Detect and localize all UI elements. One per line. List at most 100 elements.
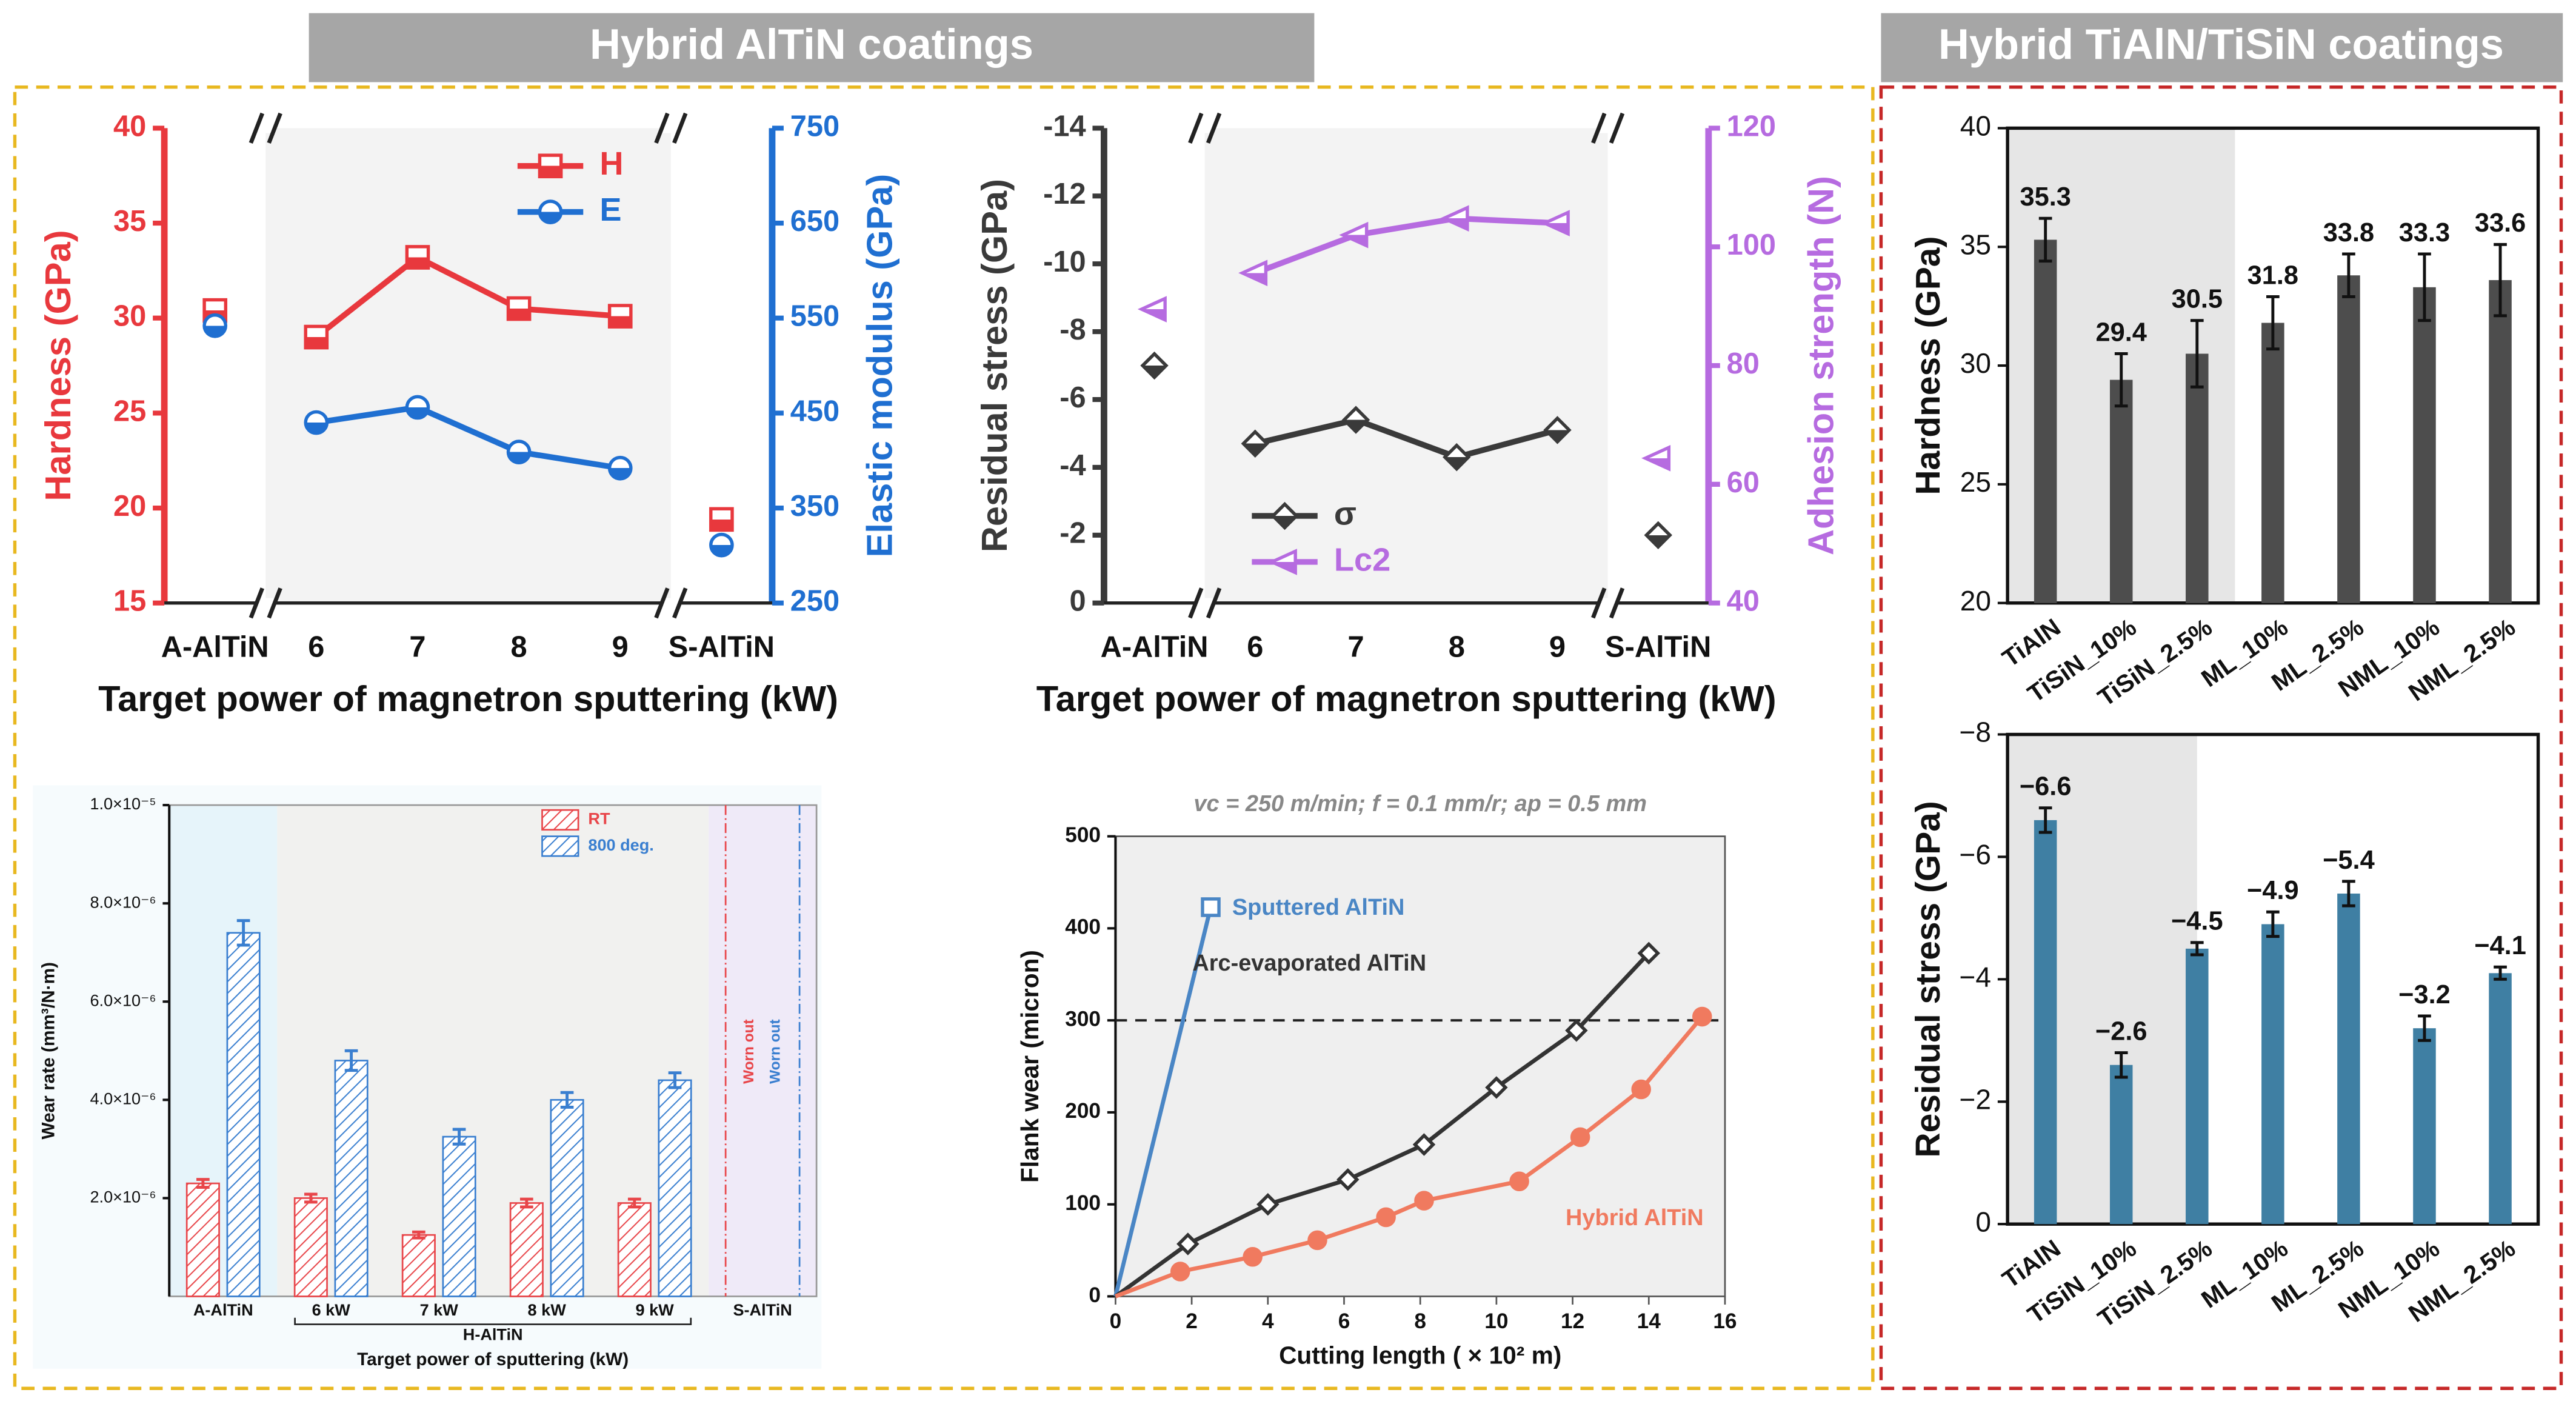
shaded-region <box>265 128 671 603</box>
x-tick-label: 9 kW <box>636 1300 675 1319</box>
y-tick-label: 650 <box>790 205 839 238</box>
y-tick-label: 120 <box>1727 110 1776 142</box>
axis-break <box>249 587 282 619</box>
y-tick-label: -4 <box>1059 449 1086 482</box>
marker <box>1137 296 1167 323</box>
marker <box>1443 443 1471 472</box>
bar <box>2337 894 2360 1225</box>
axis-break-gap <box>1196 598 1213 608</box>
x-tick-label: A-AlTiN <box>193 1300 253 1319</box>
bar <box>401 1234 436 1297</box>
marker <box>1570 1127 1590 1148</box>
y-tick-label: 8.0×10⁻⁶ <box>90 892 156 911</box>
bar <box>658 1079 692 1297</box>
y-axis-label: Residual stress (GPa) <box>1909 801 1947 1157</box>
y-tick-label: 20 <box>113 490 146 523</box>
marker <box>1238 259 1268 287</box>
x-tick-label: 4 <box>1262 1309 1274 1333</box>
x-tick-label: 2 <box>1186 1309 1198 1333</box>
x-axis-label: Target power of sputtering (kW) <box>357 1349 629 1369</box>
y-tick-label: 200 <box>1065 1099 1101 1123</box>
x-tick-label: A-AlTiN <box>1101 630 1209 663</box>
header-bar <box>309 13 1315 82</box>
y-tick-label: −8 <box>1960 717 1992 748</box>
bar <box>2109 1065 2133 1225</box>
marker <box>1336 1168 1360 1191</box>
y-axis-label: Wear rate (mm³/N·m) <box>38 962 58 1140</box>
legend-swatch <box>541 809 579 831</box>
frame <box>13 85 1875 1390</box>
y-tick-label: 0 <box>1975 1206 1991 1237</box>
x-axis-label: Target power of magnetron sputtering (kW… <box>98 678 838 719</box>
axis-break <box>1591 112 1625 144</box>
bar <box>509 1202 544 1297</box>
marker <box>607 304 633 329</box>
error-bar <box>2418 252 2431 323</box>
legend-label: E <box>599 192 621 228</box>
x-tick-label: 10 <box>1484 1309 1508 1333</box>
bar <box>2489 973 2512 1225</box>
marker <box>538 153 563 179</box>
value-label: 33.3 <box>2399 218 2450 247</box>
axis-break <box>654 587 688 619</box>
y-tick-label: 25 <box>1960 466 1991 498</box>
x-tick-label: 7 <box>1347 630 1364 663</box>
line-segment <box>1456 427 1558 460</box>
bar <box>442 1135 476 1297</box>
bar <box>2186 948 2209 1225</box>
bar <box>2034 239 2057 603</box>
error-bar <box>2342 880 2355 908</box>
y-axis-label: Hardness (GPa) <box>1909 236 1947 495</box>
x-tick-label: 6 kW <box>312 1300 351 1319</box>
error-bar <box>412 1230 425 1240</box>
axis-break-gap <box>1600 598 1617 608</box>
marker <box>1565 1019 1588 1042</box>
y-tick-label: -14 <box>1043 110 1086 142</box>
value-label: 31.8 <box>2247 261 2298 290</box>
y-axis-label: Flank wear (micron) <box>1016 950 1044 1183</box>
legend-label: Lc2 <box>1334 541 1390 578</box>
y-tick-label: 6.0×10⁻⁶ <box>90 991 156 1009</box>
y-tick-label: 100 <box>1065 1191 1101 1215</box>
axis-break-gap <box>662 123 679 133</box>
marker <box>1644 521 1672 550</box>
value-label: 29.4 <box>2096 318 2147 347</box>
error-bar <box>2494 242 2507 318</box>
y-tick-label: 30 <box>1960 347 1991 379</box>
y-tick-label: −4 <box>1960 961 1992 993</box>
axis-break <box>1188 587 1222 619</box>
axis-break <box>654 112 688 144</box>
y-tick-label: 4.0×10⁻⁶ <box>90 1089 156 1108</box>
error-bar <box>627 1197 641 1209</box>
bar <box>617 1202 652 1297</box>
x-tick-label: 9 <box>1549 630 1566 663</box>
value-label: 33.8 <box>2323 218 2374 247</box>
marker <box>1637 941 1661 965</box>
axis-break-gap <box>257 123 274 133</box>
axis-break <box>1188 112 1222 144</box>
y-tick-label: 2.0×10⁻⁶ <box>90 1188 156 1206</box>
y-tick-label: 40 <box>113 110 146 142</box>
x-tick-label: 14 <box>1637 1309 1661 1333</box>
marker <box>1543 416 1572 444</box>
error-bar <box>196 1178 210 1189</box>
value-label: 30.5 <box>2172 285 2223 314</box>
line <box>1113 906 1213 1297</box>
line-segment <box>1355 215 1458 238</box>
marker <box>1485 1076 1508 1099</box>
error-bar <box>304 1192 318 1204</box>
y-tick-label: 80 <box>1727 347 1760 380</box>
axis-break <box>1591 587 1625 619</box>
y-tick-label: 0 <box>1070 585 1086 618</box>
x-tick-label: A-AlTiN <box>161 630 269 663</box>
marker <box>304 410 329 435</box>
y-tick-label: 500 <box>1065 823 1101 847</box>
x-tick-label: 6 <box>1247 630 1263 663</box>
x-tick-label: 6 <box>308 630 324 663</box>
marker <box>1201 897 1221 917</box>
line-segment <box>1355 417 1458 460</box>
y-axis-label: Hardness (GPa) <box>38 230 78 501</box>
line-segment <box>1254 232 1357 276</box>
y-tick-label: −6 <box>1960 839 1992 871</box>
